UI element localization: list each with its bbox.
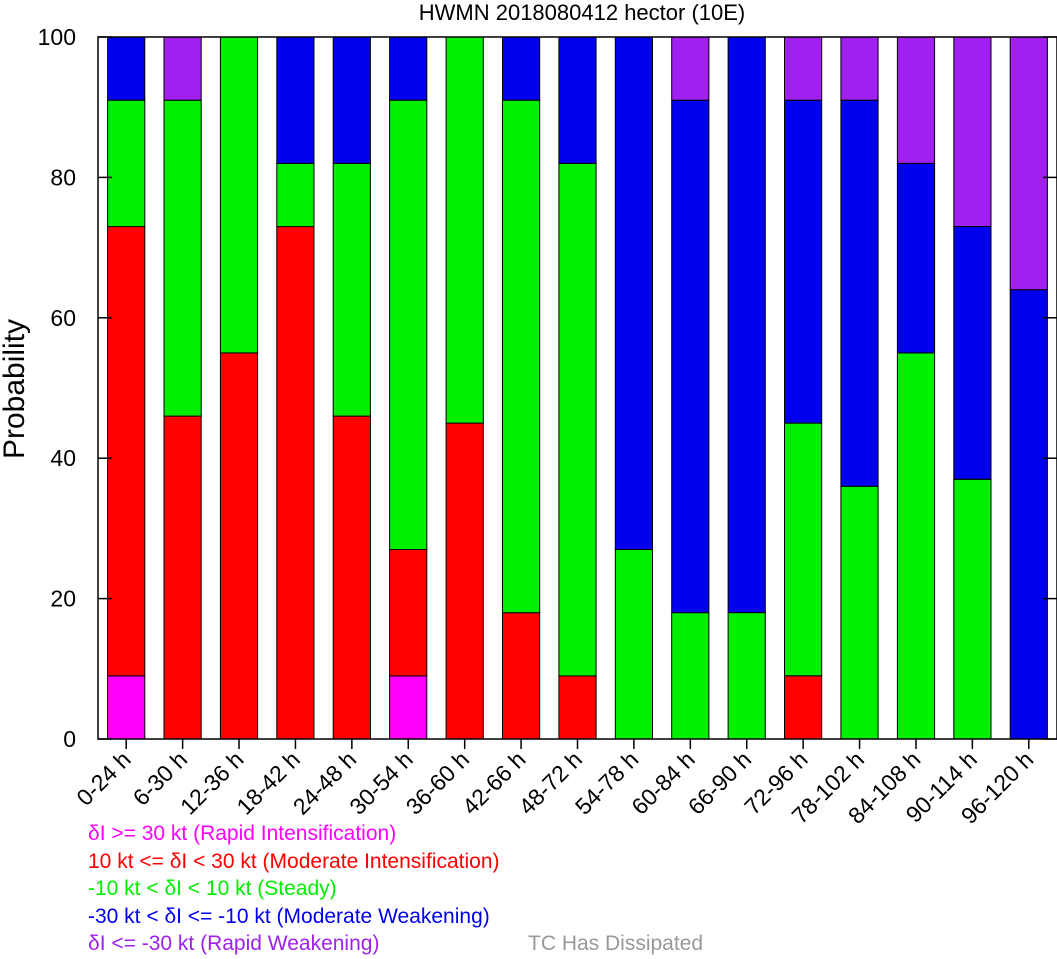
bar-segment-42-66-h-s3 — [502, 36, 541, 101]
bar-segment-54-78-h-s3 — [614, 36, 653, 550]
bar-segment-66-90-h-s2 — [727, 612, 766, 740]
bar-segment-30-54-h-s0 — [389, 675, 428, 740]
bar-segment-30-54-h-s3 — [389, 36, 428, 101]
bar-segment-72-96-h-s4 — [784, 36, 823, 101]
bar-segment-0-24-h-s2 — [107, 99, 146, 228]
bar-segment-0-24-h-s1 — [107, 226, 146, 677]
bar-segment-90-114-h-s4 — [953, 36, 992, 227]
bar-segment-90-114-h-s2 — [953, 478, 992, 740]
bar-segment-60-84-h-s2 — [671, 612, 710, 740]
bar-segment-36-60-h-s1 — [445, 422, 484, 740]
chart-title: HWMN 2018080412 hector (10E) — [419, 0, 746, 25]
bar-segment-66-90-h-s3 — [727, 36, 766, 614]
bar-segment-84-108-h-s4 — [896, 36, 936, 164]
bar-segment-78-102-h-s2 — [840, 485, 879, 740]
bar-segment-12-36-h-s1 — [219, 352, 259, 740]
bar-segment-90-114-h-s3 — [953, 226, 992, 480]
bar-segment-36-60-h-s2 — [445, 36, 484, 424]
legend-item-rapid-weakening: δI <= -30 kt (Rapid Weakening) — [88, 932, 380, 955]
bar-segment-24-48-h-s3 — [332, 36, 371, 164]
bar-segment-6-30-h-s2 — [163, 99, 202, 417]
bar-segment-42-66-h-s2 — [502, 99, 541, 614]
legend-item-dissipated: TC Has Dissipated — [528, 932, 704, 955]
bars-layer — [107, 36, 1048, 740]
y-tick-label-60: 60 — [50, 305, 76, 331]
y-tick-label-80: 80 — [50, 164, 76, 190]
bar-segment-18-42-h-s1 — [276, 226, 315, 740]
bar-segment-72-96-h-s2 — [784, 422, 823, 677]
bar-segment-78-102-h-s3 — [840, 99, 879, 487]
bar-segment-60-84-h-s3 — [671, 99, 710, 614]
bar-segment-18-42-h-s2 — [276, 162, 315, 228]
y-tick-label-40: 40 — [50, 445, 76, 471]
bar-segment-12-36-h-s2 — [219, 36, 259, 354]
bar-segment-84-108-h-s3 — [896, 162, 936, 354]
bar-segment-54-78-h-s2 — [614, 549, 653, 740]
bar-segment-18-42-h-s3 — [276, 36, 315, 164]
bar-segment-60-84-h-s4 — [671, 36, 710, 101]
bar-segment-48-72-h-s1 — [558, 675, 597, 740]
legend-item-moderate-weakening: -30 kt < δI <= -10 kt (Moderate Weakenin… — [88, 905, 490, 928]
bar-segment-42-66-h-s1 — [502, 612, 541, 740]
bar-segment-48-72-h-s2 — [558, 162, 597, 677]
bar-segment-6-30-h-s1 — [163, 415, 202, 740]
bar-segment-30-54-h-s1 — [389, 549, 428, 677]
bar-segment-72-96-h-s3 — [784, 99, 823, 424]
x-tick-label-0-24-h: 0-24 h — [71, 746, 136, 811]
bar-segment-30-54-h-s2 — [389, 99, 428, 550]
y-tick-label-100: 100 — [38, 24, 76, 50]
bar-segment-84-108-h-s2 — [896, 352, 936, 740]
legend-item-rapid-intensification: δI >= 30 kt (Rapid Intensification) — [88, 822, 397, 845]
bar-segment-24-48-h-s2 — [332, 162, 371, 417]
legend-item-steady: -10 kt < δI < 10 kt (Steady) — [88, 877, 337, 900]
bar-segment-72-96-h-s1 — [784, 675, 823, 740]
bar-segment-78-102-h-s4 — [840, 36, 879, 101]
bar-segment-0-24-h-s3 — [107, 36, 146, 101]
bar-segment-0-24-h-s0 — [107, 675, 146, 740]
bar-segment-6-30-h-s4 — [163, 36, 202, 101]
bar-segment-24-48-h-s1 — [332, 415, 371, 740]
y-tick-label-20: 20 — [50, 586, 76, 612]
y-axis-label: Probability — [0, 319, 31, 459]
legend-item-moderate-intensification: 10 kt <= δI < 30 kt (Moderate Intensific… — [88, 850, 500, 873]
y-tick-label-0: 0 — [63, 726, 76, 752]
bar-segment-96-120-h-s4 — [1009, 36, 1048, 291]
bar-segment-96-120-h-s3 — [1009, 289, 1048, 740]
bar-segment-48-72-h-s3 — [558, 36, 597, 164]
